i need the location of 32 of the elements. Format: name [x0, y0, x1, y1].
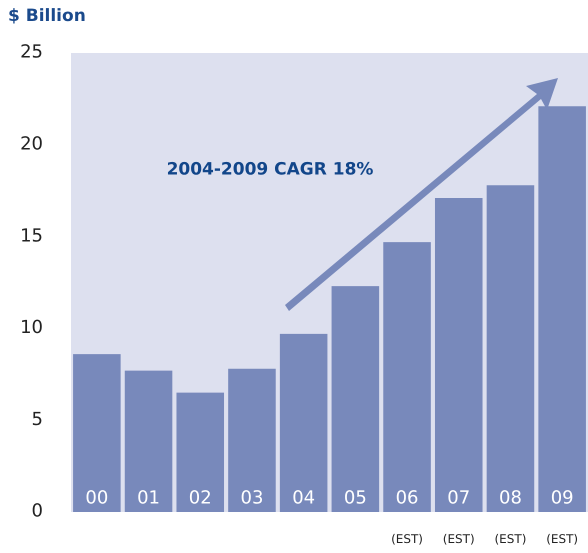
x-tick-label: 06 — [396, 488, 419, 509]
x-tick-label: 05 — [344, 488, 367, 509]
text: (EST) — [546, 532, 578, 546]
bar — [124, 370, 172, 512]
y-tick-label: 20 — [20, 133, 43, 154]
bar — [486, 185, 534, 512]
y-tick-label: 0 — [32, 500, 43, 522]
bar — [73, 354, 121, 512]
y-tick-label: 25 — [20, 42, 43, 63]
y-tick-label: 15 — [20, 225, 43, 246]
x-tick-label: 04 — [292, 488, 316, 509]
text: (EST) — [442, 532, 475, 546]
y-tick-label: 5 — [32, 408, 43, 430]
x-tick-label: 01 — [137, 488, 160, 509]
text: (EST) — [494, 532, 526, 546]
bar — [383, 242, 431, 512]
bar — [434, 198, 483, 512]
x-tick-label: 09 — [550, 488, 574, 509]
bar — [176, 392, 224, 512]
x-tick-label: 03 — [240, 488, 264, 509]
bar — [228, 368, 276, 512]
y-axis-title: $ Billion — [8, 6, 86, 26]
bar — [332, 286, 380, 512]
x-tick-label: 08 — [498, 488, 522, 509]
x-tick-label: 00 — [85, 488, 108, 509]
bar — [538, 106, 586, 512]
x-tick-label: 07 — [447, 488, 470, 509]
text: (EST) — [391, 532, 424, 546]
y-tick-label: 10 — [20, 317, 43, 338]
x-tick-label: 02 — [188, 488, 212, 509]
bar — [280, 334, 328, 512]
annotation: 2004-2009 CAGR 18% — [166, 159, 374, 180]
